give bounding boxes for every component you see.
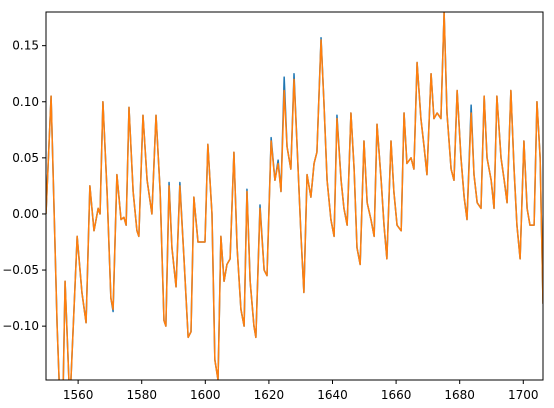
plot-frame	[45, 11, 544, 381]
x-tick-label: 1700	[508, 388, 539, 402]
y-tick-label: 0.15	[12, 39, 39, 53]
y-tick-label: −0.10	[2, 319, 39, 333]
y-tick-label: −0.05	[2, 263, 39, 277]
data-line	[46, 12, 543, 380]
x-tick-label: 1620	[254, 388, 285, 402]
y-tick-label: 0.00	[12, 207, 39, 221]
x-tick-label: 1660	[381, 388, 412, 402]
x-tick-label: 1600	[190, 388, 221, 402]
x-tick-label: 1680	[444, 388, 475, 402]
x-tick-label: 1580	[126, 388, 157, 402]
y-tick-label: 0.05	[12, 151, 39, 165]
x-tick-label: 1640	[317, 388, 348, 402]
y-tick-label: 0.10	[12, 95, 39, 109]
x-tick-label: 1560	[63, 388, 94, 402]
plot-lines	[46, 12, 543, 380]
